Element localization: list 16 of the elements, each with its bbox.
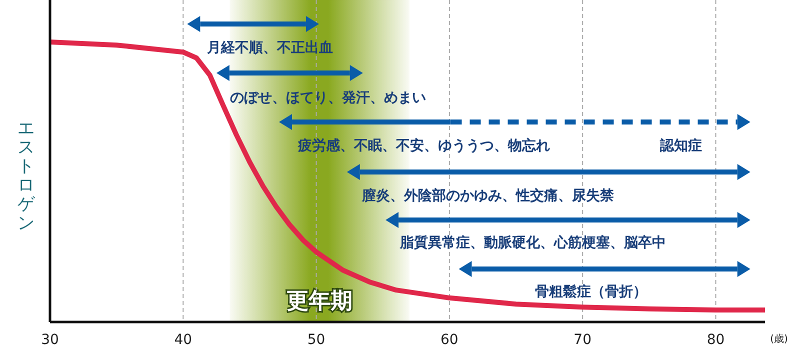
annotation: 骨粗鬆症（骨折） [535, 283, 647, 300]
x-tick-label: 50 [307, 332, 326, 348]
x-tick-label: 30 [41, 332, 59, 348]
annotation: 認知症 [659, 137, 702, 154]
y-axis-title: エストロゲン [18, 118, 36, 234]
annotation: 疲労感、不眠、不安、ゆううつ、物忘れ [297, 137, 550, 154]
annotation: のぼせ、ほてり、発汗、めまい [230, 90, 426, 106]
annotation: 月経不順、不正出血 [206, 40, 333, 56]
x-tick-label: 80 [706, 332, 725, 348]
x-tick-label: 60 [440, 332, 458, 348]
band-label: 更年期 [286, 289, 353, 314]
x-tick-label: 70 [574, 332, 592, 348]
x-axis-title: (歳) [770, 333, 788, 345]
x-tick-label: 40 [174, 332, 192, 348]
annotation: 脂質異常症、動脈硬化、心筋梗塞、脳卒中 [399, 234, 666, 251]
annotation: 膣炎、外陰部のかゆみ、性交痛、尿失禁 [361, 187, 615, 204]
